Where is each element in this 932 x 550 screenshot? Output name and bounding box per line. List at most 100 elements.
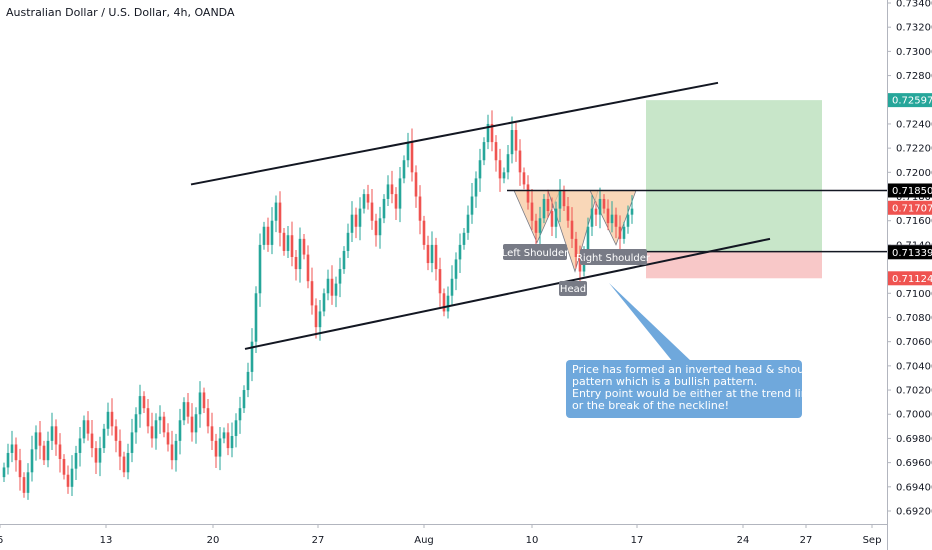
head-label[interactable]: Head xyxy=(559,281,587,296)
candle-body xyxy=(142,396,146,409)
candle-body xyxy=(122,456,126,473)
time-tick-label: 17 xyxy=(631,535,644,546)
candle-body xyxy=(110,411,114,427)
position-zones xyxy=(646,100,822,279)
candle-body xyxy=(446,295,450,312)
time-tick-label: 27 xyxy=(312,535,325,546)
target-zone[interactable] xyxy=(646,100,822,252)
candle-body xyxy=(478,160,482,179)
candle-body xyxy=(70,468,74,487)
candle-body xyxy=(626,214,630,227)
candle-body xyxy=(310,281,314,306)
candle-body xyxy=(210,426,214,441)
candle-body xyxy=(578,257,582,272)
candle-body xyxy=(438,269,442,294)
stop-zone[interactable] xyxy=(646,251,822,279)
candle-body xyxy=(34,432,38,450)
candle-body xyxy=(614,214,618,227)
candle-body xyxy=(154,420,158,439)
candle-body xyxy=(166,432,170,445)
lower-trend-line[interactable] xyxy=(244,237,771,350)
annotation-callout[interactable]: Price has formed an inverted head & shou… xyxy=(566,360,826,418)
candle-body xyxy=(218,438,222,457)
candle-body xyxy=(214,440,218,457)
candle-body xyxy=(254,293,258,342)
candle-body xyxy=(50,426,54,441)
right-shoulder-text: Right Shoulder xyxy=(576,253,651,264)
candle-body xyxy=(42,445,46,461)
candle-body xyxy=(78,438,82,453)
candle-body xyxy=(126,452,130,473)
candle-body xyxy=(550,211,554,227)
candle-body xyxy=(250,341,254,372)
candle-body xyxy=(2,467,6,478)
candle-body xyxy=(342,250,346,270)
candle-body xyxy=(426,244,430,264)
candle-body xyxy=(334,283,338,296)
candle-body xyxy=(302,238,306,255)
upper-trend-line[interactable] xyxy=(190,81,719,186)
candle-body xyxy=(574,238,578,257)
candle-body xyxy=(38,432,42,446)
candle-body xyxy=(330,278,334,296)
candle-body xyxy=(402,160,406,179)
candles xyxy=(2,110,634,500)
candle-body xyxy=(30,449,34,473)
pattern-labels: Left Shoulder Head Right Shoulder xyxy=(502,244,651,296)
candle-body xyxy=(66,474,70,487)
candle-body xyxy=(590,208,594,227)
price-tag-label: 0.71850 xyxy=(892,186,932,197)
candle-body xyxy=(238,408,242,421)
candle-body xyxy=(414,172,418,197)
candle-body xyxy=(366,194,370,203)
time-tick-label: 10 xyxy=(526,535,539,546)
candle-body xyxy=(382,198,386,219)
candle-body xyxy=(234,420,238,437)
candle-body xyxy=(230,436,234,449)
head-text: Head xyxy=(560,284,586,295)
price-tag-box xyxy=(888,93,932,108)
left-shoulder-text: Left Shoulder xyxy=(502,248,569,259)
candle-body xyxy=(622,226,626,239)
annotation-line: or the break of the neckline! xyxy=(572,399,730,412)
time-tick-label: Sep xyxy=(863,535,882,546)
candle-body xyxy=(118,440,122,457)
price-tick-label: 0.73400 xyxy=(896,0,932,10)
callout-pointer xyxy=(609,283,692,362)
left-shoulder-label[interactable]: Left Shoulder xyxy=(502,244,569,260)
candle-body xyxy=(194,414,198,433)
candle-body xyxy=(394,194,398,209)
chart-title: Australian Dollar / U.S. Dollar, 4h, OAN… xyxy=(6,6,235,19)
annotation-line: Price has formed an inverted head & shou… xyxy=(572,363,826,376)
price-tag-box xyxy=(888,245,932,260)
candle-body xyxy=(470,196,474,215)
time-tick-label: 27 xyxy=(800,535,813,546)
candle-body xyxy=(138,396,142,415)
candle-body xyxy=(134,414,138,433)
candle-body xyxy=(98,448,102,463)
candle-body xyxy=(346,232,350,251)
candle-body xyxy=(74,452,78,469)
right-shoulder-label[interactable]: Right Shoulder xyxy=(576,249,651,265)
candle-body xyxy=(198,392,202,415)
time-tick-label: 6 xyxy=(0,535,3,546)
candle-body xyxy=(358,208,362,227)
candle-body xyxy=(258,244,262,294)
candle-body xyxy=(566,206,570,221)
candle-body xyxy=(458,244,462,260)
candle-body xyxy=(162,416,166,433)
candle-body xyxy=(466,214,470,233)
time-tick-label: 13 xyxy=(100,535,113,546)
candle-body xyxy=(130,432,134,453)
candle-body xyxy=(538,218,542,233)
candle-body xyxy=(26,472,30,493)
